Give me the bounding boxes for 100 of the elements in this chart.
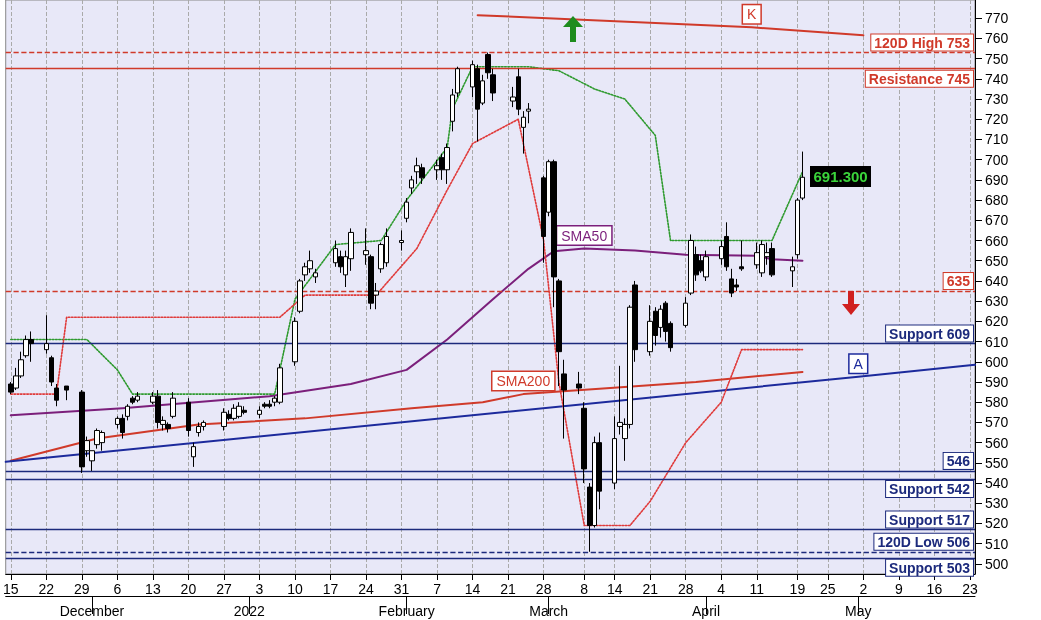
candlestick [191, 442, 196, 468]
candlestick [790, 256, 795, 288]
y-tick-label: 630 [985, 293, 1009, 310]
x-tick-label: 28 [535, 581, 552, 597]
line-series [9, 370, 804, 462]
candlestick [313, 268, 318, 284]
y-tick-label: 510 [985, 535, 1009, 552]
x-tick-label: 20 [180, 581, 197, 597]
candlestick [561, 359, 567, 440]
candlestick [683, 296, 688, 328]
ref-line-label: Support 609 [889, 325, 971, 342]
candlestick [739, 240, 744, 272]
candlestick [292, 316, 298, 367]
candlestick [800, 151, 805, 201]
y-tick-label: 680 [985, 192, 1009, 209]
x2-tick-label: February [378, 603, 435, 619]
ref-line-label: Support 503 [889, 559, 971, 576]
series-label: K [747, 6, 758, 23]
candlestick [125, 403, 130, 421]
x-tick-label: 25 [820, 581, 836, 597]
ref-line-label: Support 517 [889, 511, 971, 528]
y-tick-label: 550 [985, 454, 1009, 471]
candlestick [409, 175, 414, 195]
x-tick-label: 21 [500, 581, 517, 597]
x-tick-label: 19 [789, 581, 806, 597]
x-tick-label: 27 [216, 581, 232, 597]
y-tick-label: 520 [985, 515, 1009, 532]
ref-line-label: 120D Low 506 [877, 533, 971, 550]
x-tick-label: 23 [962, 581, 978, 597]
series-label: SMA50 [561, 227, 608, 244]
ref-line-label: Support 542 [889, 481, 971, 498]
candlestick [44, 314, 49, 355]
x-tick-label: 13 [145, 581, 161, 597]
x-tick-label: 9 [894, 581, 903, 597]
series-label: A [853, 355, 864, 372]
y-tick-label: 710 [985, 131, 1009, 148]
x2-tick-label: 2022 [233, 603, 266, 619]
x-tick-label: 31 [393, 581, 410, 597]
line-series [9, 118, 804, 527]
x-tick-label: 29 [74, 581, 90, 597]
candlestick [186, 397, 191, 438]
ref-line-label: Resistance 745 [868, 70, 971, 87]
y-tick-label: 590 [985, 373, 1009, 390]
candlestick [399, 229, 404, 252]
candlestick [221, 407, 227, 431]
candlestick [257, 405, 262, 419]
y-tick-label: 560 [985, 434, 1009, 451]
y-tick-label: 700 [985, 151, 1009, 168]
candlestick [576, 371, 582, 395]
x-tick-label: 11 [749, 581, 765, 597]
ref-line-label: 120D High 753 [874, 34, 971, 51]
x-tick-label: 28 [677, 581, 694, 597]
y-tick-label: 620 [985, 313, 1009, 330]
candlestick [404, 197, 409, 223]
x-tick-label: 16 [926, 581, 943, 597]
x-tick-label: 14 [606, 581, 623, 597]
x-tick-label: 21 [642, 581, 659, 597]
x-tick-label: 8 [580, 581, 589, 597]
ref-line-label: 546 [946, 452, 971, 469]
y-tick-label: 690 [985, 171, 1009, 188]
x-tick-label: 14 [464, 581, 481, 597]
x-tick-label: 7 [433, 581, 442, 597]
candlestick [581, 401, 587, 484]
x2-tick-label: December [59, 603, 125, 619]
candlestick [64, 385, 69, 401]
x-tick-label: 15 [3, 581, 19, 597]
candlestick [170, 391, 176, 419]
candlestick [450, 88, 455, 132]
line-series [9, 65, 804, 395]
candlestick [455, 66, 460, 98]
y-tick-label: 610 [985, 333, 1009, 350]
x2-tick-label: April [692, 603, 721, 619]
y-tick-label: 720 [985, 111, 1009, 128]
y-tick-label: 640 [985, 272, 1009, 289]
x-tick-label: 4 [717, 581, 726, 597]
y-tick-label: 530 [985, 495, 1009, 512]
y-tick-label: 750 [985, 50, 1009, 67]
y-tick-label: 500 [985, 555, 1009, 572]
y-tick-label: 730 [985, 91, 1009, 108]
candlestick [556, 278, 562, 387]
x-tick-label: 17 [322, 581, 339, 597]
y-tick-label: 770 [985, 10, 1009, 27]
y-tick-label: 580 [985, 394, 1009, 411]
candlestick [795, 197, 800, 260]
x-tick-label: 24 [358, 581, 375, 597]
ref-line-label: 635 [946, 273, 971, 290]
x-tick-label: 3 [255, 581, 264, 597]
candlestick [54, 383, 59, 407]
annotation: 691.300 [810, 166, 871, 188]
y-tick-label: 540 [985, 475, 1009, 492]
x2-tick-label: March [529, 603, 569, 619]
x-tick-label: 6 [113, 581, 122, 597]
candlestick [526, 102, 531, 124]
candlestick [612, 415, 617, 490]
y-tick-label: 660 [985, 232, 1009, 249]
y-tick-label: 670 [985, 212, 1009, 229]
y-tick-label: 760 [985, 30, 1009, 47]
series-label: SMA200 [496, 373, 551, 390]
x-tick-label: 22 [38, 581, 55, 597]
x-tick-label: 2 [859, 581, 868, 597]
